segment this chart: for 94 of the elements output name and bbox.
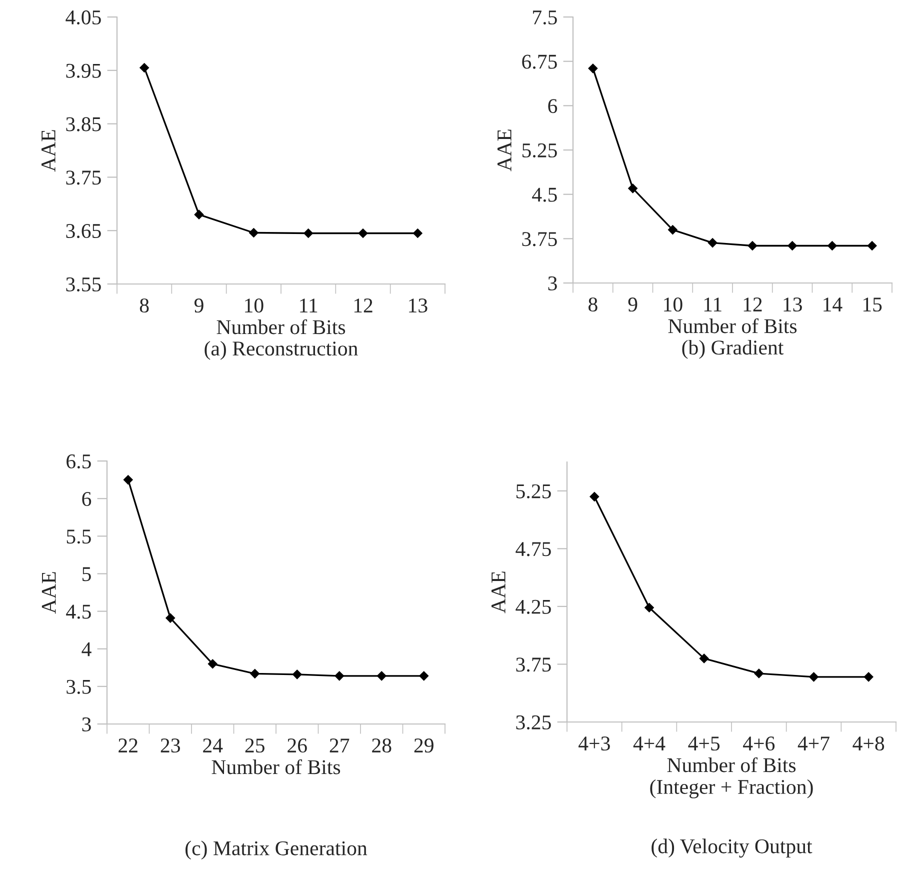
point [376,671,387,681]
x-tick-label: 4+7 [798,736,830,750]
y-tick-label: 4.5 [66,604,91,619]
x-axis-title: Number of Bits [216,319,346,334]
x-tick-label: 4+3 [578,736,610,751]
x-tick-label: 12 [354,298,372,312]
text: (b) Gradient [682,340,784,359]
y-tick-label: 3 [82,717,91,732]
x-tick-label: 15 [863,298,882,312]
point [808,672,819,682]
y-tick-label: 7.5 [533,10,557,25]
point [412,228,423,238]
x-tick-label: 13 [409,298,428,313]
x-tick-label: 29 [414,738,434,753]
y-tick-label: 4 [82,642,92,656]
y-tick-label: 4.75 [516,542,551,556]
y-tick-label: 3.5 [66,680,91,694]
y-tick-label: 4.25 [516,600,551,614]
x-tick-label: 4+8 [852,736,884,751]
y-tick-label: 6.5 [66,454,91,469]
x-tick-label: 26 [288,738,307,753]
y-tick-label: 6 [548,99,558,114]
point [139,62,150,73]
point [748,240,758,251]
y-tick-label: 5.25 [516,484,551,498]
point [250,668,260,679]
y-tick-label: 3.65 [66,224,101,238]
y-tick-label: 6 [82,492,92,506]
point [208,658,218,669]
y-tick-label: 4.05 [66,10,101,25]
y-tick-label: 4.5 [532,188,557,202]
y-tick-label: 3.55 [66,277,101,292]
x-axis-title: Number of Bits [668,318,797,334]
y-tick-label: 3.75 [516,658,551,672]
x-tick-label: 4+6 [743,736,775,751]
point [867,240,877,251]
point [358,228,368,238]
y-tick-label: 3.25 [516,715,551,730]
point [292,669,302,680]
point [303,228,314,238]
x-tick-label: 8 [588,297,598,312]
point [628,184,638,194]
y-tick-label: 3.75 [522,232,557,246]
point [864,672,874,682]
point [590,492,600,502]
point [644,602,654,613]
x-tick-label: 4+4 [633,736,666,750]
point [708,238,718,248]
x-tick-label: 23 [160,738,180,753]
x-tick-label: 8 [140,298,149,313]
x-tick-label: 25 [245,738,264,753]
x-tick-label: 24 [203,738,223,752]
text: (c) Matrix Generation [186,840,368,860]
point [754,668,764,678]
x-tick-label: 27 [330,738,350,752]
x-tick-label: 12 [744,298,762,312]
x-tick-label: 10 [245,298,264,313]
point [699,654,709,664]
x-tick-label: 10 [664,297,682,312]
text: (a) Reconstruction [204,340,358,360]
x-tick-label: 28 [372,738,392,753]
x-tick-label: 9 [194,298,204,313]
y-axis-title: AAE [42,130,56,172]
y-axis-title: AAE [492,572,506,614]
y-tick-label: 3.85 [66,117,101,132]
y-tick-label: 3.95 [66,64,101,78]
text: (d) Velocity Output [652,838,812,858]
point [827,240,838,251]
x-tick-label: 22 [118,738,138,752]
y-tick-label: 3.75 [66,170,101,185]
x-tick-label: 9 [628,298,638,312]
point [194,210,204,220]
y-tick-label: 5.5 [66,530,91,544]
y-tick-label: 5 [82,567,91,582]
y-tick-label: 6.75 [522,54,557,69]
point [588,64,598,74]
x-tick-label: 11 [300,298,318,312]
point [123,474,134,485]
x-tick-label: 11 [704,298,722,312]
point [165,613,176,623]
point [334,671,344,681]
x-tick-label: 4+5 [688,736,720,751]
point [248,228,259,238]
point [787,240,798,251]
x-axis-title: Number of Bits (Integer + Fraction) [650,757,813,798]
y-axis-title: AAE [42,572,56,614]
x-axis-title: Number of Bits [212,759,340,774]
y-tick-label: 5.25 [522,143,557,158]
point [418,671,429,681]
x-tick-label: 13 [784,298,802,312]
y-tick-label: 3 [548,276,557,290]
y-axis-title: AAE [498,130,512,172]
point [668,224,678,235]
x-tick-label: 14 [824,298,842,312]
